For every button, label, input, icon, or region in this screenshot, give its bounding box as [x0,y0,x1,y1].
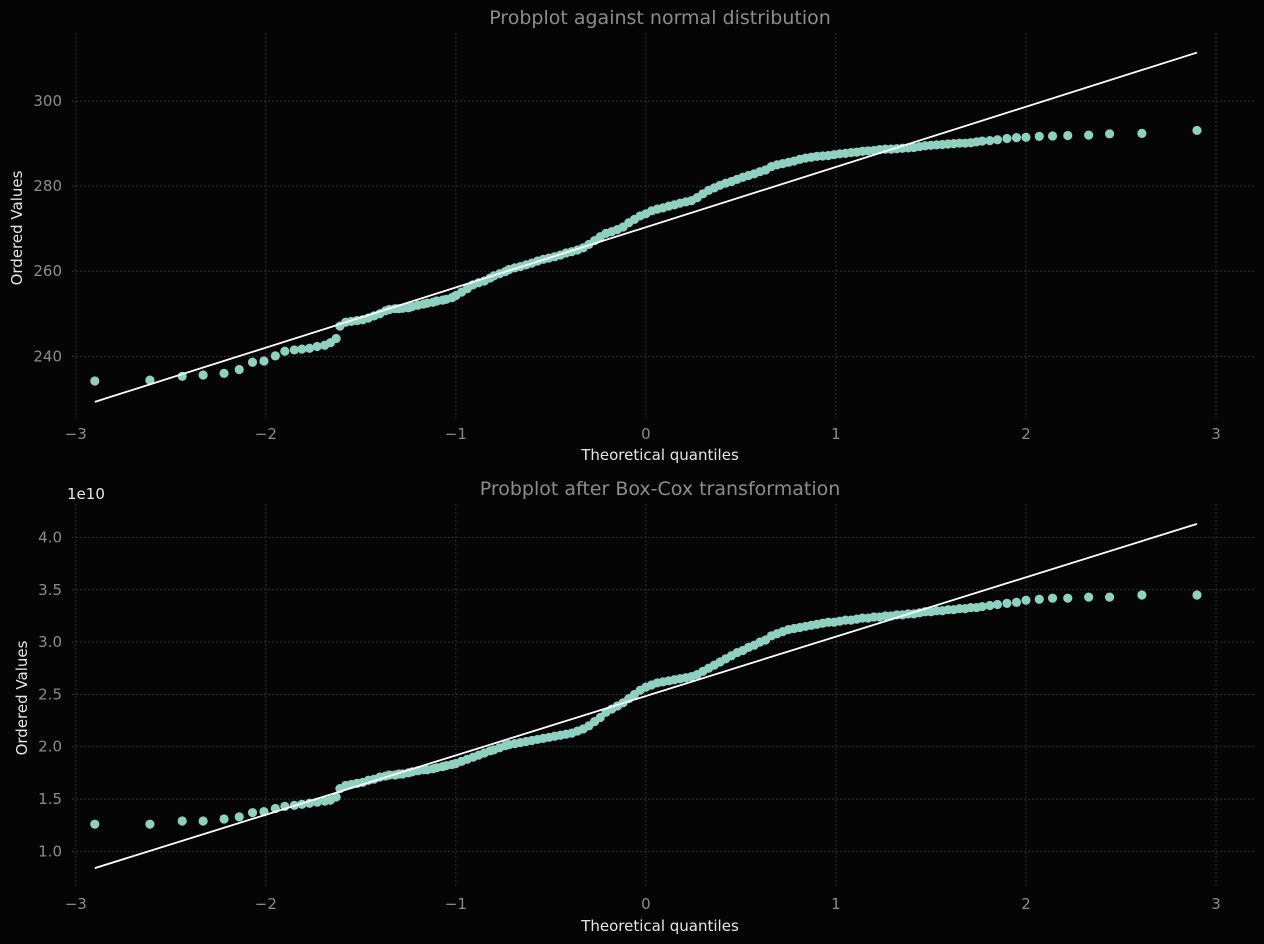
x-tick-label: 0 [641,895,651,913]
data-point [198,370,208,380]
data-point [247,808,258,818]
x-tick-label: −3 [65,895,87,913]
x-tick-label: 0 [641,425,651,443]
data-point [1021,595,1031,605]
x-tick-label: 3 [1211,895,1221,913]
data-point [1137,590,1147,600]
data-point [331,792,341,802]
data-point [1063,130,1073,141]
y-axis-offset-label: 1e10 [67,485,105,503]
data-point [312,341,322,352]
data-point [1002,598,1012,609]
data-point [289,345,299,355]
data-point [1137,128,1147,138]
y-axis-label: Ordered Values [8,170,26,285]
x-axis-label: Theoretical quantiles [580,446,739,464]
probplot-normal-panel: −3 −2 −1 0 1 2 3 240 260 280 300 Probplot against … [8,7,1254,464]
data-point [1192,125,1202,136]
y-tick-label: 1.0 [38,842,62,860]
data-points [90,590,1202,829]
y-axis-label: Ordered Values [13,640,31,755]
probplot-boxcox-panel: −3 −2 −1 0 1 2 3 1.0 1.5 2.0 2.5 3.0 3.5 4.0 Probplot… [13,478,1254,935]
x-tick-label: 2 [1021,425,1031,443]
data-point [1047,131,1058,141]
y-tick-label: 300 [33,92,62,110]
data-point [985,136,995,146]
tick-labels: −3 −2 −1 0 1 2 3 1.0 1.5 2.0 2.5 3.0 3.5 4.0 [38,528,1221,913]
grid [72,33,1254,418]
x-tick-label: 2 [1021,895,1031,913]
data-point [234,364,244,375]
data-point [1104,129,1115,139]
y-tick-label: 3.5 [38,581,62,599]
data-point [259,356,269,366]
data-point [992,599,1003,610]
data-point [247,357,258,367]
data-point [1063,593,1073,603]
data-point [1021,132,1031,142]
y-tick-label: 4.0 [38,528,62,546]
x-tick-label: 1 [831,895,841,913]
x-tick-label: −1 [445,895,467,913]
fit-line [94,523,1198,869]
tick-labels: −3 −2 −1 0 1 2 3 240 260 280 300 [33,92,1220,443]
data-point [145,819,155,829]
grid [72,504,1254,888]
x-tick-label: −1 [445,425,467,443]
data-point [1034,131,1044,141]
data-point [177,816,187,826]
y-tick-label: 3.0 [38,633,62,651]
data-point [1011,133,1022,143]
data-point [145,375,155,385]
data-point [198,816,208,826]
data-point [1034,594,1044,604]
x-tick-label: −3 [65,425,87,443]
data-point [977,601,987,612]
data-point [297,344,307,354]
data-point [1011,597,1022,607]
y-tick-label: 1.5 [38,790,62,808]
data-point [1084,130,1094,140]
x-tick-label: 1 [831,425,841,443]
x-tick-label: 3 [1211,425,1221,443]
data-point [992,135,1003,145]
y-tick-label: 240 [33,347,62,365]
chart-title: Probplot against normal distribution [489,7,831,29]
y-tick-label: 260 [33,262,62,280]
data-point [1084,592,1094,602]
data-point [90,819,100,829]
y-tick-label: 280 [33,177,62,195]
data-point [1047,593,1058,603]
data-point [331,333,341,344]
chart-title: Probplot after Box-Cox transformation [480,478,841,500]
data-point [977,136,987,146]
x-tick-label: −2 [255,425,277,443]
fit-line [94,51,1198,403]
data-point [219,368,229,378]
data-point [219,814,229,824]
y-tick-label: 2.0 [38,738,62,756]
data-point [280,346,290,356]
y-tick-label: 2.5 [38,685,62,703]
data-point [234,812,244,822]
data-point [270,351,280,361]
data-point [1002,133,1012,144]
data-point [1104,592,1115,602]
data-point [985,600,995,611]
data-point [90,376,100,386]
x-axis-label: Theoretical quantiles [580,917,739,935]
data-point [304,343,315,353]
data-point [1192,590,1202,600]
x-tick-label: −2 [255,895,277,913]
